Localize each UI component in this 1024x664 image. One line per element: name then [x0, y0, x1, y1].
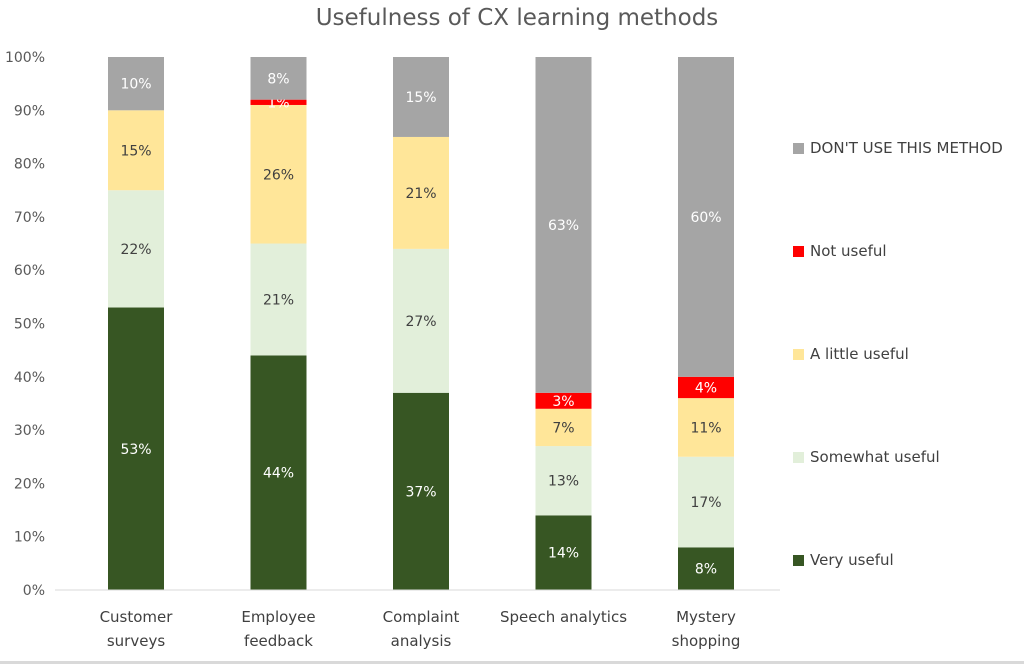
data-label: 26%: [263, 167, 294, 183]
y-tick-label: 0%: [23, 583, 45, 599]
data-label: 22%: [120, 242, 151, 258]
data-label: 15%: [120, 143, 151, 159]
bar-segment: [535, 392, 592, 409]
bar-segment: [678, 456, 734, 548]
y-tick-label: 60%: [14, 263, 45, 279]
legend-swatch: [793, 246, 804, 257]
bar-segment: [393, 57, 449, 137]
x-tick-label: Employee: [241, 608, 315, 626]
data-label: 8%: [267, 71, 289, 87]
y-tick-label: 20%: [14, 476, 45, 492]
legend-label: Very useful: [810, 551, 894, 569]
legend-swatch: [793, 143, 804, 154]
legend-swatch: [793, 555, 804, 566]
x-tick-label: Complaint: [383, 608, 460, 626]
data-label: 60%: [690, 210, 721, 226]
data-label: 44%: [263, 466, 294, 482]
bar-segment: [108, 190, 164, 308]
data-label: 15%: [405, 90, 436, 106]
bar-segment: [678, 57, 734, 377]
y-tick-label: 30%: [14, 423, 45, 439]
bar-segment: [108, 57, 164, 111]
data-label: 3%: [552, 394, 574, 410]
x-tick-label: Customer: [100, 608, 174, 626]
y-tick-label: 80%: [14, 157, 45, 173]
data-label: 14%: [548, 546, 579, 562]
y-tick-label: 100%: [5, 50, 45, 66]
bar-segment: [393, 392, 449, 590]
bar-segment: [250, 243, 307, 356]
bar-segment: [393, 136, 449, 249]
bar-segment: [250, 57, 307, 100]
x-tick-label: Speech analytics: [500, 608, 627, 626]
bar-segment: [535, 408, 592, 447]
chart-title: Usefulness of CX learning methods: [316, 5, 719, 31]
x-axis: Customer surveys Employee feedback Complaint…: [55, 589, 780, 650]
bar-segment: [678, 398, 734, 457]
legend-swatch: [793, 452, 804, 463]
data-label: 63%: [548, 218, 579, 234]
bar-segment: [250, 99, 307, 105]
y-tick-label: 70%: [14, 210, 45, 226]
data-label: 4%: [695, 380, 717, 396]
data-label: 17%: [690, 495, 721, 511]
data-label: 53%: [120, 442, 151, 458]
bar-segment: [535, 515, 592, 590]
bottom-divider: [0, 661, 1024, 664]
bar-segment: [108, 307, 164, 590]
legend-label: Somewhat useful: [810, 448, 940, 466]
legend: DON'T USE THIS METHOD Not useful A little …: [793, 139, 1003, 569]
legend-swatch: [793, 349, 804, 360]
data-label: 10%: [120, 77, 151, 93]
data-label: 21%: [263, 293, 294, 309]
bar-segment: [250, 104, 307, 244]
y-tick-label: 10%: [14, 530, 45, 546]
bar-segment: [678, 376, 734, 399]
y-tick-label: 90%: [14, 103, 45, 119]
data-label: 37%: [405, 484, 436, 500]
x-tick-label: shopping: [672, 632, 741, 650]
bar-plot-area: 53%22%15%10%44%21%26%1%8%37%27%21%15%14%…: [108, 57, 734, 590]
x-tick-label: feedback: [244, 632, 313, 650]
x-tick-label: analysis: [391, 632, 452, 650]
bar-segment: [250, 355, 307, 590]
x-tick-label: Mystery: [676, 608, 736, 626]
legend-label: Not useful: [810, 242, 887, 260]
legend-label: A little useful: [810, 345, 909, 363]
x-tick-label: surveys: [107, 632, 165, 650]
bar-segment: [393, 248, 449, 393]
bar-segment: [535, 57, 592, 393]
y-tick-label: 50%: [14, 317, 45, 333]
data-label: 11%: [690, 420, 721, 436]
bar-segment: [535, 446, 592, 516]
legend-label: DON'T USE THIS METHOD: [810, 139, 1003, 157]
data-label: 27%: [405, 314, 436, 330]
data-label: 7%: [552, 420, 574, 436]
bar-segment: [108, 110, 164, 191]
data-label: 21%: [405, 186, 436, 202]
y-axis: 0% 10% 20% 30% 40% 50% 60% 70% 80% 90% 100%: [5, 50, 45, 599]
y-tick-label: 40%: [14, 370, 45, 386]
data-label: 13%: [548, 474, 579, 490]
bar-segment: [678, 547, 734, 590]
data-label: 8%: [695, 562, 717, 578]
